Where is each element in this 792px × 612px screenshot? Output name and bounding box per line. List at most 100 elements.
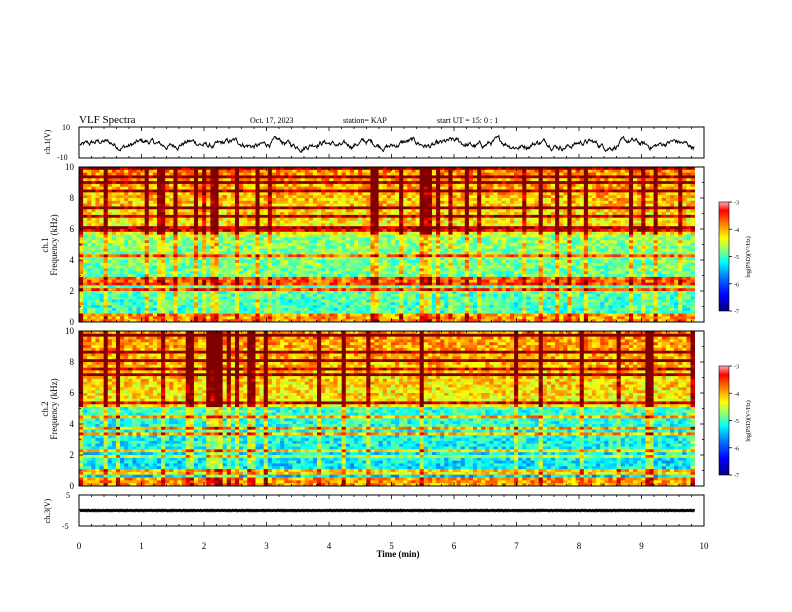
spectrogram-cell (181, 212, 187, 216)
spectrogram-cell (329, 234, 334, 238)
spectrogram-cell (514, 181, 519, 185)
spectrogram-cell (87, 240, 92, 244)
spectrogram-cell (427, 214, 433, 219)
spectrogram-cell (169, 240, 174, 244)
spectrogram-cell (296, 234, 302, 238)
spectrogram-cell (333, 223, 338, 227)
spectrogram-cell (407, 220, 412, 224)
spectrogram-cell (124, 257, 129, 261)
spectrogram-cell (501, 175, 507, 179)
spectrogram-cell (497, 243, 503, 247)
spectrogram-cell (395, 245, 400, 250)
spectrogram-cell (284, 206, 289, 210)
spectrogram-cell (362, 251, 367, 255)
spectrogram-cell (682, 212, 687, 216)
spectrogram-cell (686, 172, 691, 176)
spectrogram-cell (103, 175, 109, 179)
spectrogram-cell (349, 209, 355, 213)
spectrogram-cell (79, 175, 84, 179)
spectrogram-cell (670, 229, 675, 233)
spectrogram-cell (115, 189, 121, 193)
spectrogram-cell (390, 206, 396, 210)
spectrogram-cell (456, 231, 462, 236)
spectrogram-cell (120, 186, 125, 190)
spectrogram-cell (337, 243, 343, 247)
spectrogram-cell (616, 189, 622, 193)
spectrogram-cell (583, 217, 589, 221)
spectrogram-cell (325, 240, 330, 244)
spectrogram-cell (674, 245, 679, 250)
spectrogram-cell (128, 254, 133, 258)
spectrogram-cell (473, 237, 478, 241)
spectrogram-cell (682, 175, 687, 179)
spectrogram-cell (612, 223, 618, 227)
spectrogram-cell (169, 223, 174, 227)
spectrogram-cell (555, 206, 560, 210)
spectrogram-cell (604, 172, 609, 176)
spectrogram-cell (358, 206, 363, 210)
spectrogram-cell (686, 220, 691, 224)
spectrogram-cell (144, 231, 150, 236)
spectrogram-cell (571, 237, 576, 241)
spectrogram-cell (641, 214, 646, 219)
spectrogram-cell (280, 189, 285, 193)
spectrogram-cell (288, 212, 293, 216)
spectrogram-cell (518, 229, 523, 233)
spectrogram-cell (563, 243, 568, 247)
spectrogram-cell (345, 167, 351, 171)
spectrogram-cell (608, 206, 613, 210)
spectrogram-cell (452, 231, 457, 236)
spectrogram-cell (448, 231, 453, 236)
spectrogram-cell (542, 251, 548, 255)
spectrogram-cell (501, 240, 507, 244)
spectrogram-cell (304, 200, 310, 205)
spectrogram-cell (169, 169, 174, 174)
spectrogram-cell (374, 251, 379, 255)
spectrogram-cell (300, 257, 306, 261)
spectrogram-cell (546, 186, 552, 190)
spectrogram-cell (349, 251, 355, 255)
spectrogram-cell (583, 245, 589, 250)
spectrogram-cell (378, 226, 384, 230)
spectrogram-cell (661, 183, 667, 188)
spectrogram-cell (587, 175, 593, 179)
spectrogram-cell (234, 248, 240, 252)
spectrogram-cell (395, 200, 400, 205)
spectrogram-cell (136, 212, 141, 216)
spectrogram-cell (214, 195, 219, 199)
spectrogram-cell (473, 245, 478, 250)
spectrogram-cell (312, 243, 318, 247)
spectrogram-cell (423, 217, 429, 221)
spectrogram-cell (440, 214, 445, 219)
spectrogram-cell (481, 195, 486, 199)
spectrogram-cell (181, 178, 187, 182)
spectrogram-cell (534, 245, 540, 250)
spectrogram-cell (304, 192, 310, 196)
spectrogram-cell (214, 189, 219, 193)
spectrogram-cell (271, 206, 277, 210)
spectrogram-cell (448, 237, 453, 241)
spectrogram-cell (546, 226, 552, 230)
spectrogram-cell (456, 223, 462, 227)
spectrogram-cell (674, 220, 679, 224)
spectrogram-cell (111, 172, 117, 176)
spectrogram-cell (239, 245, 244, 250)
spectrogram-cell (87, 167, 92, 171)
spectrogram-cell (583, 231, 589, 236)
spectrogram-cell (378, 248, 384, 252)
spectrogram-cell (308, 223, 314, 227)
spectrogram-cell (247, 220, 252, 224)
spectrogram-cell (559, 203, 564, 207)
spectrogram-cell (317, 195, 322, 199)
spectrogram-cell (247, 186, 252, 190)
spectrogram-cell (136, 209, 141, 213)
spectrogram-cell (546, 248, 552, 252)
spectrogram-cell (563, 178, 568, 182)
spectrogram-cell (300, 226, 306, 230)
spectrogram-cell (423, 248, 429, 252)
spectrogram-cell (665, 172, 671, 176)
spectrogram-cell (444, 245, 449, 250)
spectrogram-cell (579, 206, 585, 210)
spectrogram-cell (596, 203, 601, 207)
spectrogram-cell (218, 200, 224, 205)
